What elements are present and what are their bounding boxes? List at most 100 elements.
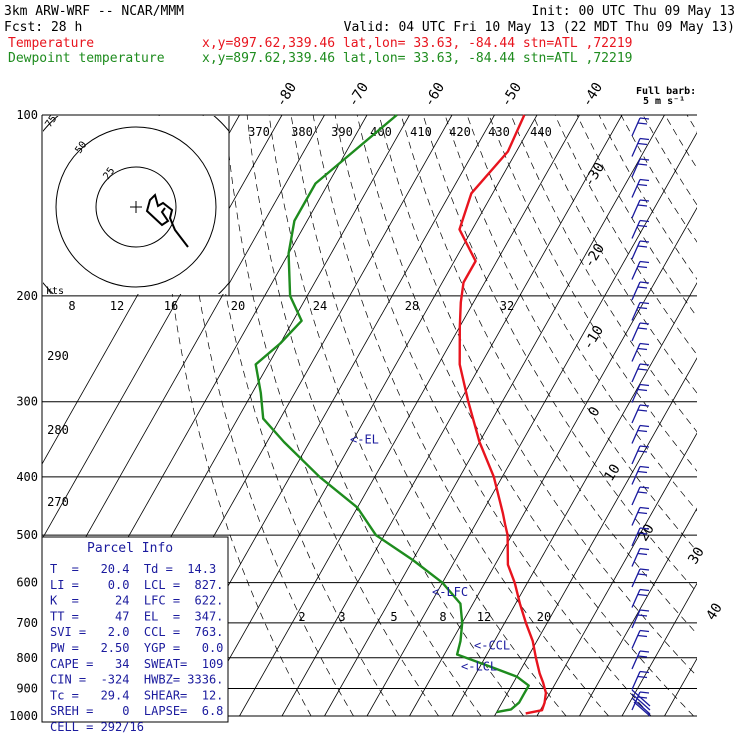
parcel-info-row: LI = 0.0 LCL = 827.: [50, 578, 223, 592]
wind-barb: [632, 590, 649, 608]
theta-label-left: 280: [47, 423, 69, 437]
isotherm: [367, 115, 707, 716]
hodograph-units-label: kts: [46, 286, 64, 297]
isotherm-label: -30: [581, 160, 608, 190]
pressure-tick-label: 200: [16, 289, 38, 303]
hodo-speed-label: 24: [313, 299, 327, 313]
theta-label-left: 270: [47, 495, 69, 509]
hodo-speed-label: 32: [500, 299, 514, 313]
wind-barb: [632, 549, 649, 567]
theta-label-top: 420: [449, 125, 471, 139]
wind-barb: [632, 446, 649, 464]
dry-adiabat: [423, 115, 740, 716]
theta-label-top: 390: [331, 125, 353, 139]
wind-barb: [632, 180, 649, 198]
mixing-ratio-label: 3: [338, 610, 345, 624]
hodo-speed-label: 8: [68, 299, 75, 313]
pressure-tick-label: 400: [16, 470, 38, 484]
theta-label-top: 410: [410, 125, 432, 139]
dry-adiabat: [335, 115, 651, 716]
hodo-speed-label: 28: [405, 299, 419, 313]
isotherm: [240, 115, 580, 716]
dry-adiabat: [379, 115, 736, 716]
temperature-location-info: x,y=897.62,339.46 lat,lon= 33.63, -84.44…: [202, 36, 632, 51]
dry-adiabat: [599, 115, 740, 716]
dry-adiabat: [225, 115, 439, 716]
isotherm-label: 10: [601, 461, 624, 484]
isotherm-label: -70: [345, 80, 372, 110]
isotherm-label: -80: [273, 80, 300, 110]
temperature-legend-label: Temperature: [8, 36, 94, 51]
dry-adiabat: [555, 115, 740, 716]
dewpoint-location-info: x,y=897.62,339.46 lat,lon= 33.63, -84.44…: [202, 51, 632, 66]
theta-label-top: 430: [488, 125, 510, 139]
isotherm: [665, 115, 740, 716]
parcel-info-row: K = 24 LFC = 622.: [50, 594, 223, 608]
isotherm: [580, 115, 740, 716]
parcel-info-rows: T = 20.4 Td = 14.3 LI = 0.0 LCL = 827. K =…: [50, 562, 223, 734]
init-time: Init: 00 UTC Thu 09 May 13: [532, 4, 736, 19]
isotherm-label: -10: [580, 323, 607, 353]
isotherm-label: 30: [685, 544, 708, 567]
header: 3km ARW-WRF -- NCAR/MMM Init: 00 UTC Thu…: [4, 4, 735, 66]
temperature-line: [460, 115, 546, 713]
isotherm-label: -60: [421, 80, 448, 110]
wind-barb: [632, 323, 649, 341]
pressure-tick-label: 1000: [9, 709, 38, 723]
pressure-tick-label: 100: [16, 108, 38, 122]
parcel-info-row: T = 20.4 Td = 14.3: [50, 562, 216, 576]
level-marker-label: <-LFC: [432, 585, 468, 599]
parcel-info-row: CIN = -324 HWBZ= 3336.: [50, 673, 223, 687]
wind-barb: [632, 426, 649, 444]
pressure-tick-label: 300: [16, 395, 38, 409]
valid-time: Valid: 04 UTC Fri 10 May 13 (22 MDT Thu …: [344, 20, 735, 35]
parcel-info-row: SREH = 0 LAPSE= 6.8: [50, 704, 223, 718]
theta-label-top: 370: [248, 125, 270, 139]
parcel-info-panel: Parcel Info T = 20.4 Td = 14.3LI = 0.0 L…: [42, 537, 228, 734]
pressure-tick-label: 800: [16, 651, 38, 665]
isotherm-label: -40: [579, 80, 606, 110]
hodo-speed-label: 20: [231, 299, 245, 313]
wind-barb: [632, 262, 649, 280]
mixing-ratio-label: 20: [537, 610, 551, 624]
wind-barb: [632, 631, 649, 649]
barb-legend: Full barb: 5 m s⁻¹: [636, 86, 696, 107]
isotherm: [282, 115, 622, 716]
pressure-tick-label: 700: [16, 616, 38, 630]
model-title: 3km ARW-WRF -- NCAR/MMM: [4, 4, 184, 19]
level-marker-label: <-LCL: [461, 659, 497, 673]
wind-barb: [632, 569, 649, 587]
parcel-info-row: SVI = 2.0 CCL = 763.: [50, 625, 223, 639]
pressure-tick-label: 500: [16, 528, 38, 542]
dry-adiabat: [533, 115, 740, 716]
isotherm: [325, 115, 665, 716]
dry-adiabat: [467, 115, 740, 716]
wind-barb: [632, 672, 649, 690]
dewpoint-legend-label: Dewpoint temperature: [8, 51, 165, 66]
dry-adiabat: [687, 115, 740, 716]
isotherm-label: -50: [498, 80, 525, 110]
wind-barb: [632, 221, 649, 239]
barb-legend-units: 5 m s⁻¹: [643, 96, 685, 107]
parcel-info-row: CELL = 292/16: [50, 720, 144, 734]
isotherm-label: 40: [703, 600, 726, 623]
isotherm: [197, 115, 537, 716]
hodo-speed-label: 12: [110, 299, 124, 313]
isotherm-label: -20: [581, 241, 608, 271]
dry-adiabat: [665, 115, 740, 716]
mixing-ratio-label: 12: [477, 610, 491, 624]
forecast-hour: Fcst: 28 h: [4, 20, 82, 35]
wind-barb: [632, 344, 649, 362]
theta-label-top: 380: [291, 125, 313, 139]
level-marker-label: <-EL: [350, 433, 379, 447]
pressure-tick-label: 600: [16, 576, 38, 590]
dry-adiabat: [269, 115, 523, 716]
pressure-tick-label: 900: [16, 681, 38, 695]
parcel-info-row: Tc = 29.4 SHEAR= 12.: [50, 688, 223, 702]
mixing-ratio-label: 8: [439, 610, 446, 624]
theta-label-top: 440: [530, 125, 552, 139]
dry-adiabat: [291, 115, 566, 716]
mixing-ratio-label: 2: [298, 610, 305, 624]
